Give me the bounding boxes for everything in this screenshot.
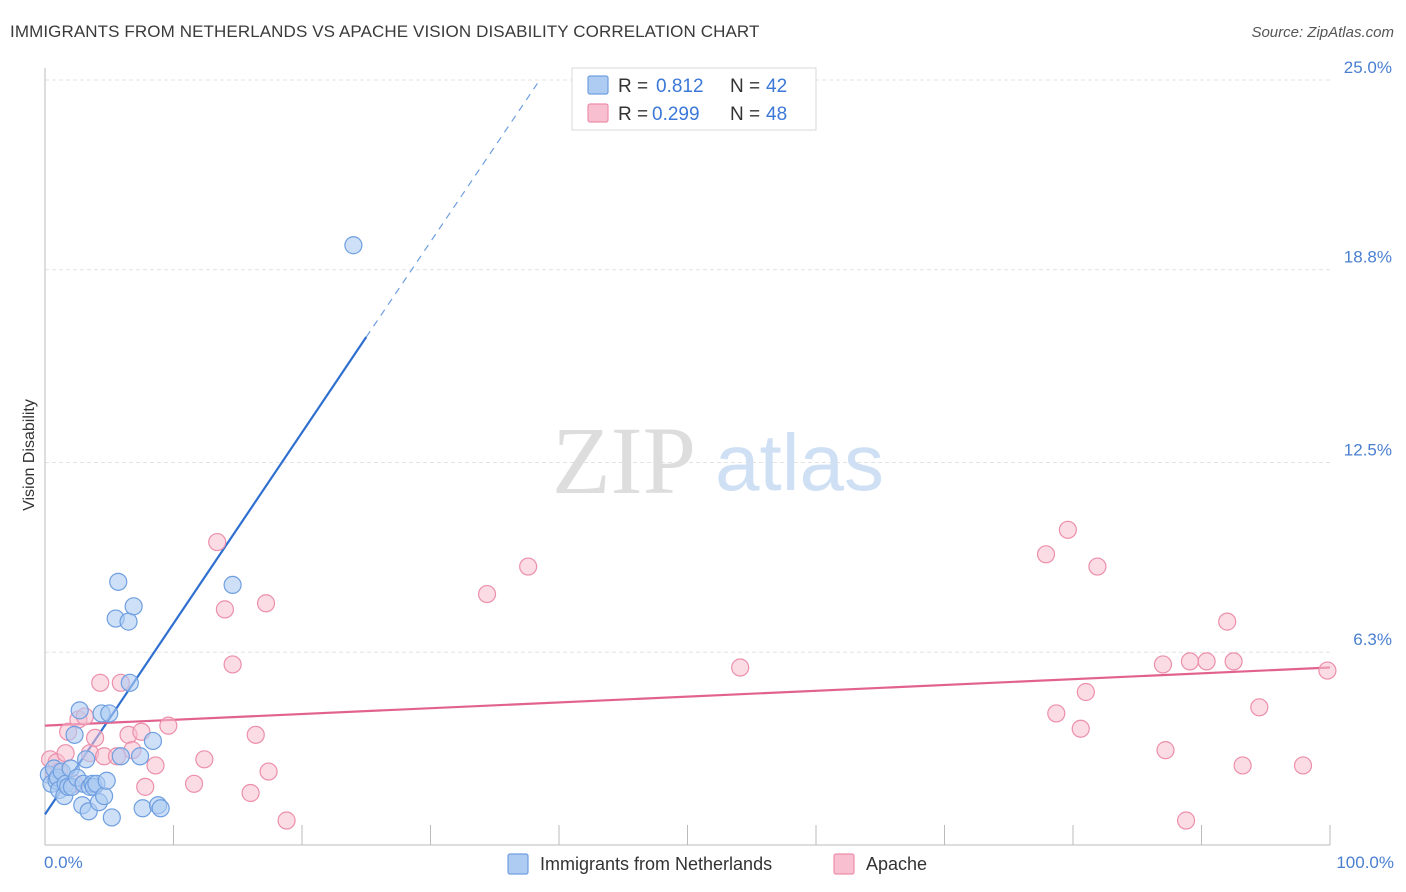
axes	[44, 68, 1331, 846]
point-netherlands-30	[109, 572, 128, 591]
points-netherlands	[39, 236, 363, 827]
point-apache-41	[1156, 741, 1175, 760]
point-netherlands-12	[65, 725, 84, 744]
point-apache-30	[277, 811, 296, 830]
point-apache-31	[477, 584, 497, 604]
trend-line-dashed-netherlands	[365, 79, 541, 338]
point-netherlands-40	[223, 575, 242, 595]
point-apache-24	[215, 600, 234, 619]
point-netherlands-34	[124, 597, 143, 616]
point-apache-46	[1224, 652, 1243, 671]
point-apache-39	[1088, 557, 1107, 576]
point-netherlands-39	[151, 799, 170, 818]
point-apache-43	[1180, 652, 1200, 671]
trend-line-apache	[44, 666, 1331, 727]
bottom-legend-swatch-netherlands	[507, 853, 529, 875]
legend-series: Immigrants from Netherlands Apache	[507, 853, 927, 875]
point-apache-26	[241, 783, 260, 803]
trend-line-apache	[44, 666, 1331, 727]
y-tick-label-0: 6.3%	[1353, 630, 1392, 649]
x-tick-label-0: 0.0%	[44, 853, 83, 872]
point-apache-28	[256, 594, 276, 613]
point-apache-50	[1318, 661, 1337, 680]
point-netherlands-14	[70, 701, 89, 720]
point-apache-33	[731, 658, 750, 677]
legend-n-value-2: 48	[766, 104, 787, 125]
y-tick-label-3: 25.0%	[1344, 58, 1392, 77]
point-apache-48	[1250, 698, 1269, 717]
x-tick-labels: 0.0% 100.0%	[44, 853, 1394, 872]
point-apache-22	[195, 750, 214, 769]
y-axis-label: Vision Disability	[21, 399, 38, 511]
point-netherlands-41	[344, 236, 363, 255]
legend-r-label-1: R =	[618, 76, 648, 97]
point-apache-35	[1047, 704, 1066, 723]
point-netherlands-36	[133, 799, 152, 818]
point-apache-29	[259, 762, 278, 781]
chart-title: IMMIGRANTS FROM NETHERLANDS VS APACHE VI…	[10, 22, 760, 41]
point-apache-11	[91, 673, 110, 692]
point-apache-23	[208, 532, 227, 552]
legend-r-value-1: 0.812	[656, 76, 704, 97]
legend-swatch-apache	[587, 103, 609, 123]
point-apache-10	[86, 728, 105, 748]
y-tick-labels: 6.3% 12.5% 18.8% 25.0%	[1344, 58, 1392, 649]
point-apache-36	[1058, 520, 1077, 539]
point-apache-27	[246, 725, 265, 744]
trend-line-netherlands	[44, 79, 541, 816]
legend-box	[571, 67, 817, 131]
chart-source: Source: ZipAtlas.com	[1251, 24, 1394, 41]
legend-swatch-netherlands	[587, 75, 609, 95]
point-netherlands-28	[102, 808, 121, 827]
points-apache	[41, 520, 1337, 830]
point-apache-42	[1176, 811, 1196, 830]
bottom-legend-label-apache: Apache	[866, 854, 927, 874]
point-netherlands-27	[100, 704, 119, 723]
point-netherlands-31	[111, 747, 130, 766]
y-tick-label-2: 18.8%	[1344, 248, 1392, 267]
point-netherlands-37	[143, 731, 163, 751]
point-netherlands-26	[97, 771, 116, 790]
legend-n-value-1: 42	[766, 76, 787, 97]
point-apache-45	[1218, 612, 1237, 631]
point-netherlands-33	[120, 673, 139, 692]
point-apache-49	[1293, 756, 1313, 775]
x-tick-label-1: 100.0%	[1336, 853, 1394, 872]
point-apache-32	[519, 557, 538, 576]
point-netherlands-17	[77, 750, 96, 769]
point-apache-47	[1233, 756, 1252, 775]
legend-n-label-2: N =	[730, 104, 760, 125]
watermark: ZIP atlas	[552, 407, 884, 514]
y-tick-label-1: 12.5%	[1344, 441, 1392, 460]
watermark-zip: ZIP	[552, 407, 696, 514]
watermark-atlas: atlas	[715, 418, 884, 507]
bottom-legend-swatch-apache	[833, 853, 855, 875]
point-apache-44	[1197, 652, 1216, 671]
point-apache-37	[1071, 719, 1090, 738]
point-netherlands-32	[119, 612, 138, 631]
point-netherlands-25	[95, 786, 114, 806]
legend-n-label-1: N =	[730, 76, 760, 97]
point-apache-20	[159, 716, 178, 735]
legend-r-value-2: 0.299	[652, 104, 700, 125]
grid-lines	[45, 79, 1330, 653]
point-apache-34	[1036, 545, 1056, 564]
legend-correlation: R = 0.812 N = 42 R = 0.299 N = 48	[571, 67, 817, 131]
point-apache-40	[1153, 655, 1173, 674]
point-apache-38	[1076, 682, 1095, 702]
point-apache-4	[56, 744, 75, 763]
legend-r-label-2: R =	[618, 104, 648, 125]
bottom-legend-label-netherlands: Immigrants from Netherlands	[540, 854, 772, 874]
point-apache-25	[223, 655, 242, 674]
point-apache-19	[146, 756, 165, 775]
point-netherlands-35	[130, 747, 150, 766]
point-apache-18	[136, 777, 155, 796]
point-apache-21	[184, 774, 204, 793]
